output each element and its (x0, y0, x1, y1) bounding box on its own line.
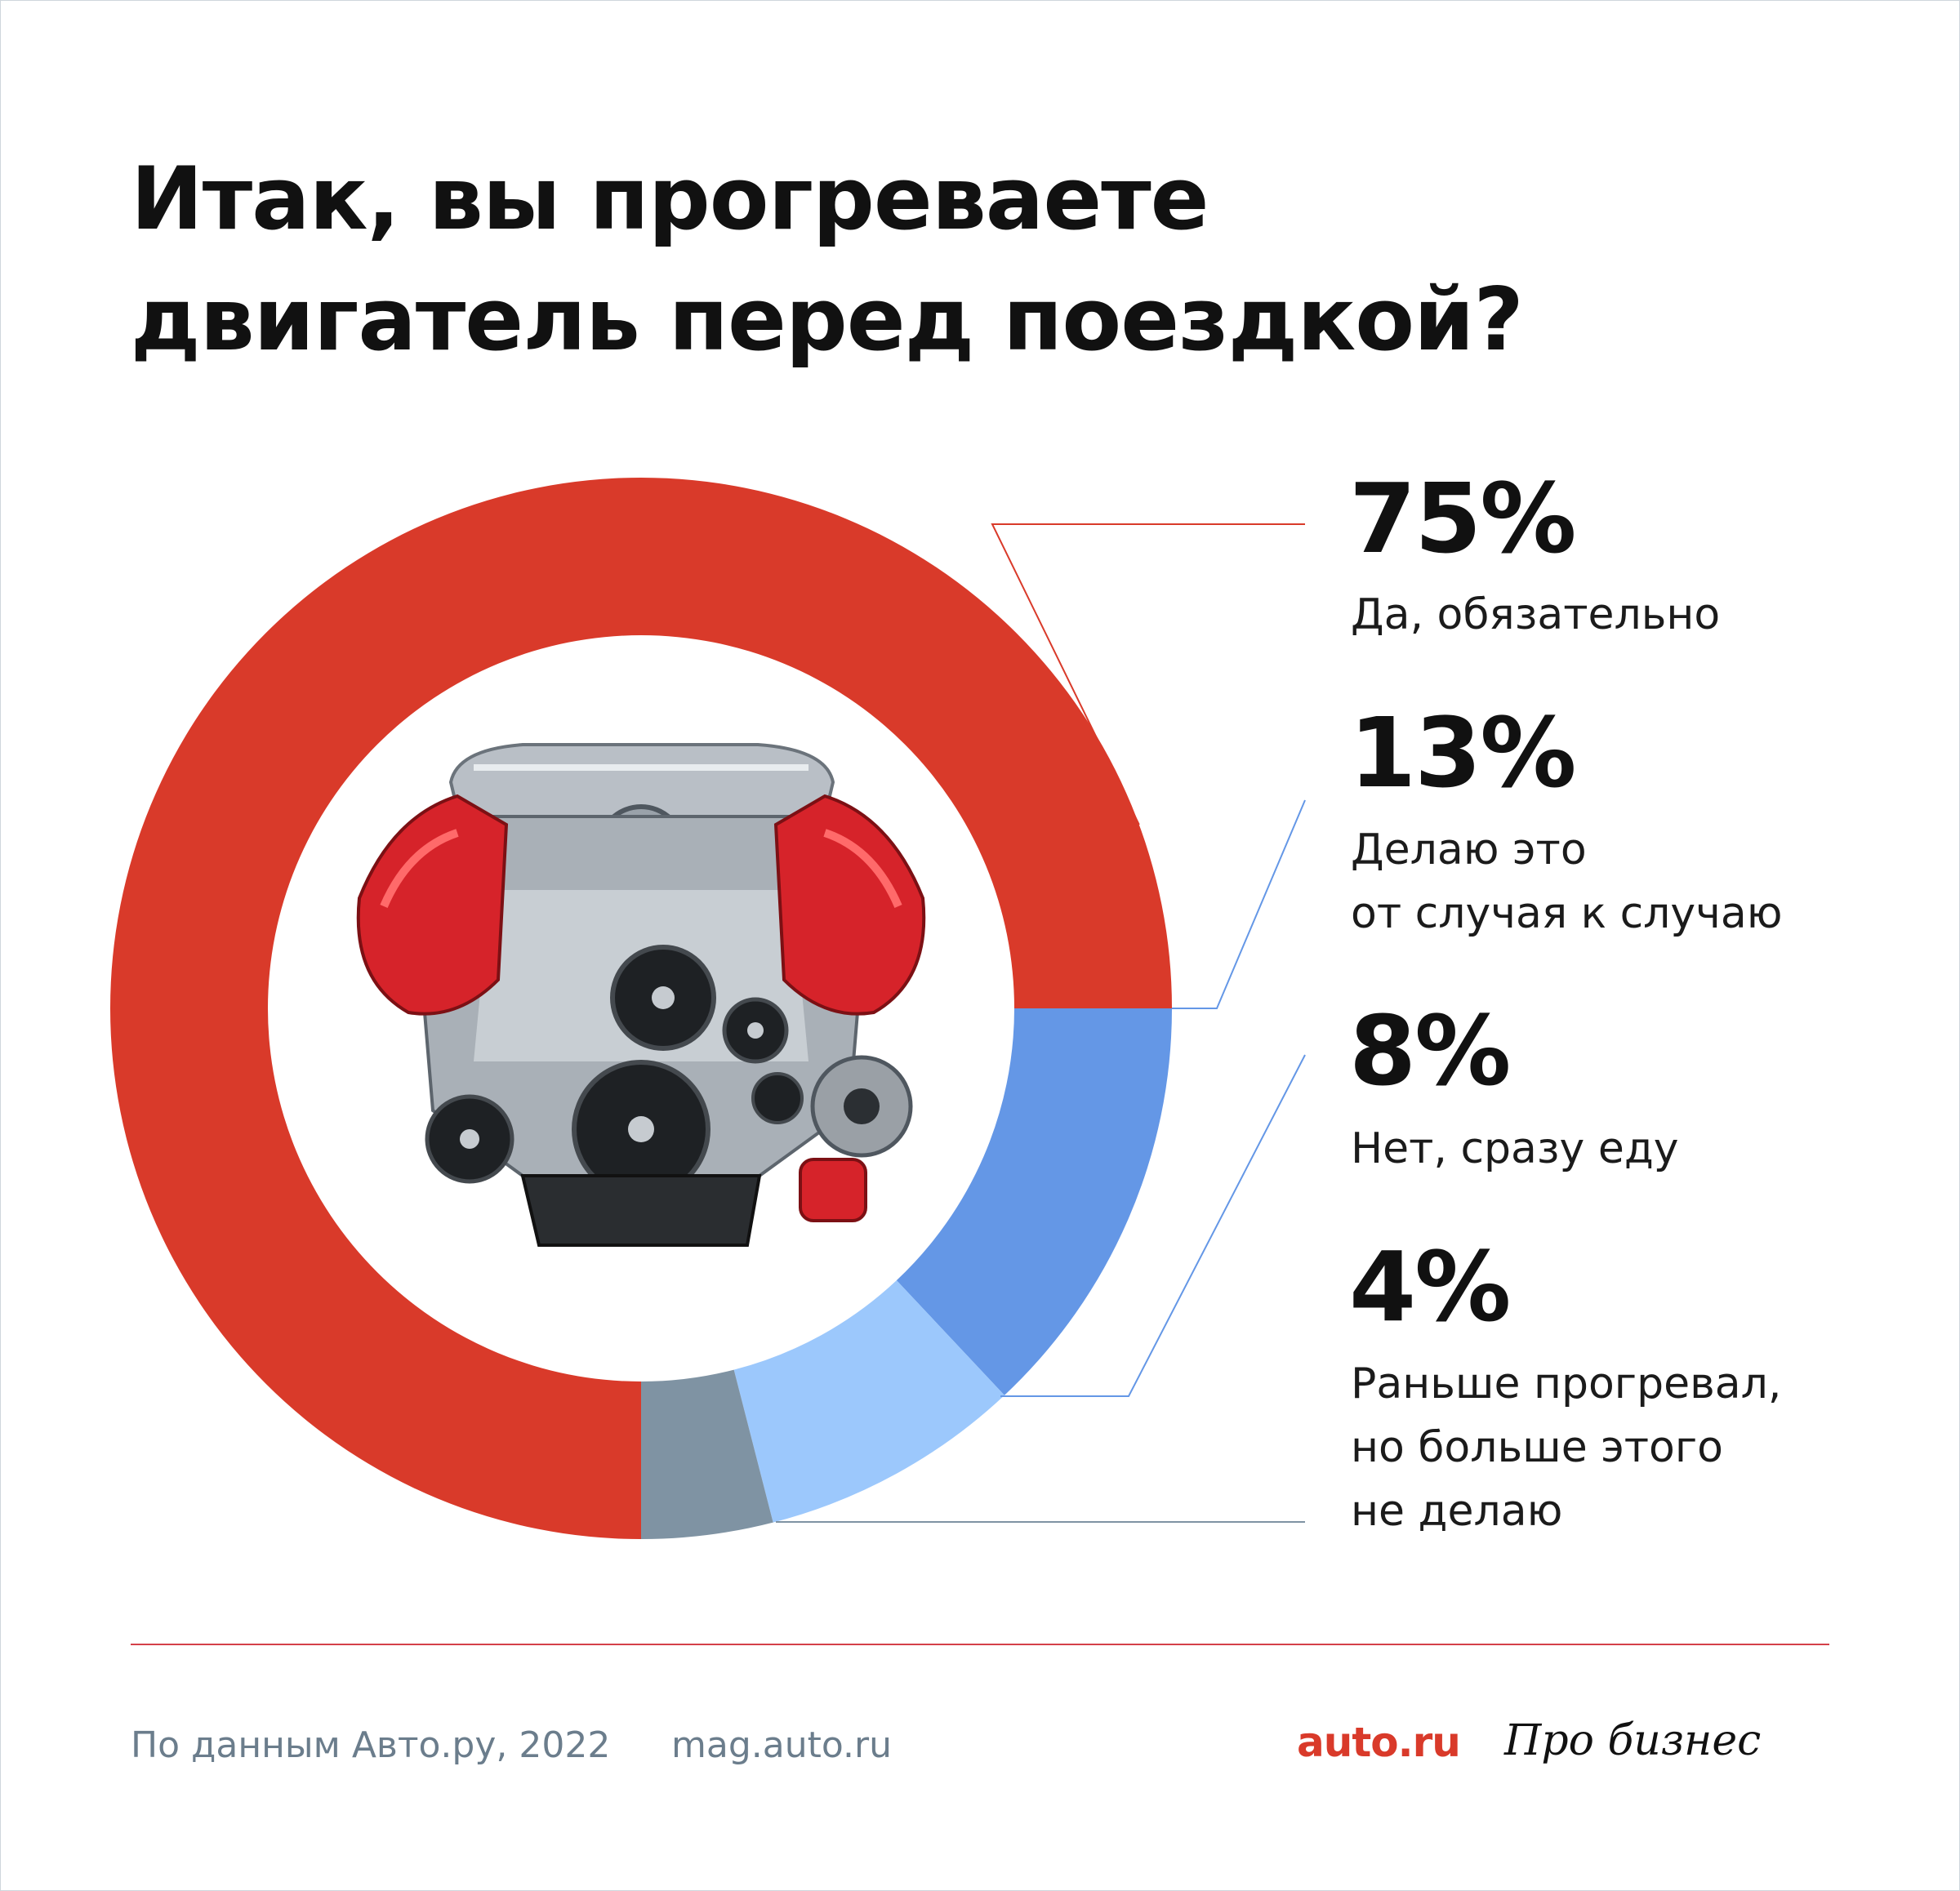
page-title: Итак, вы прогреваете двигатель перед пое… (131, 139, 1524, 380)
donut-slices (110, 478, 1172, 1540)
donut-slice-2 (733, 1280, 1004, 1523)
leader-line-0 (991, 523, 1305, 825)
source-note: По данным Авто.ру, 2022 (131, 1724, 611, 1766)
leader-line-1 (1172, 799, 1306, 1009)
value-label-0: 75% (1349, 462, 1576, 575)
donut-slice-3 (641, 1369, 773, 1540)
leader-line-2 (1000, 1054, 1306, 1397)
title-line-1: Итак, вы прогреваете (131, 149, 1209, 249)
category-label-1-line-2: от случая к случаю (1351, 889, 1783, 938)
footer-divider (131, 1644, 1829, 1645)
category-label-3-line-3: не делаю (1351, 1487, 1563, 1536)
value-label-2: 8% (1349, 994, 1511, 1107)
auto-ru-logo: auto.ru (1297, 1719, 1461, 1766)
leader-lines (776, 523, 1306, 1523)
category-label-1: Делаю это от случая к случаю (1351, 818, 1783, 946)
category-label-2: Нет, сразу еду (1351, 1117, 1679, 1181)
category-label-3-line-2: но больше этого (1351, 1423, 1723, 1472)
title-line-2: двигатель перед поездкой? (131, 269, 1524, 370)
category-label-3-line-1: Раньше прогревал, (1351, 1359, 1782, 1408)
pro-biznes-logo: Про бизнес (1504, 1716, 1762, 1765)
value-label-3: 4% (1349, 1230, 1511, 1343)
donut-slice-1 (896, 1008, 1172, 1395)
value-label-1: 13% (1349, 696, 1576, 809)
engine-illustration (356, 743, 926, 1247)
source-url[interactable]: mag.auto.ru (671, 1724, 892, 1766)
category-label-3: Раньше прогревал, но больше этого не дел… (1351, 1352, 1781, 1543)
donut-slice-0 (110, 478, 1172, 1539)
category-label-0: Да, обязательно (1351, 583, 1720, 647)
category-label-0-line-1: Да, обязательно (1351, 590, 1721, 639)
category-label-1-line-1: Делаю это (1351, 825, 1587, 874)
category-label-2-line-1: Нет, сразу еду (1351, 1124, 1679, 1173)
